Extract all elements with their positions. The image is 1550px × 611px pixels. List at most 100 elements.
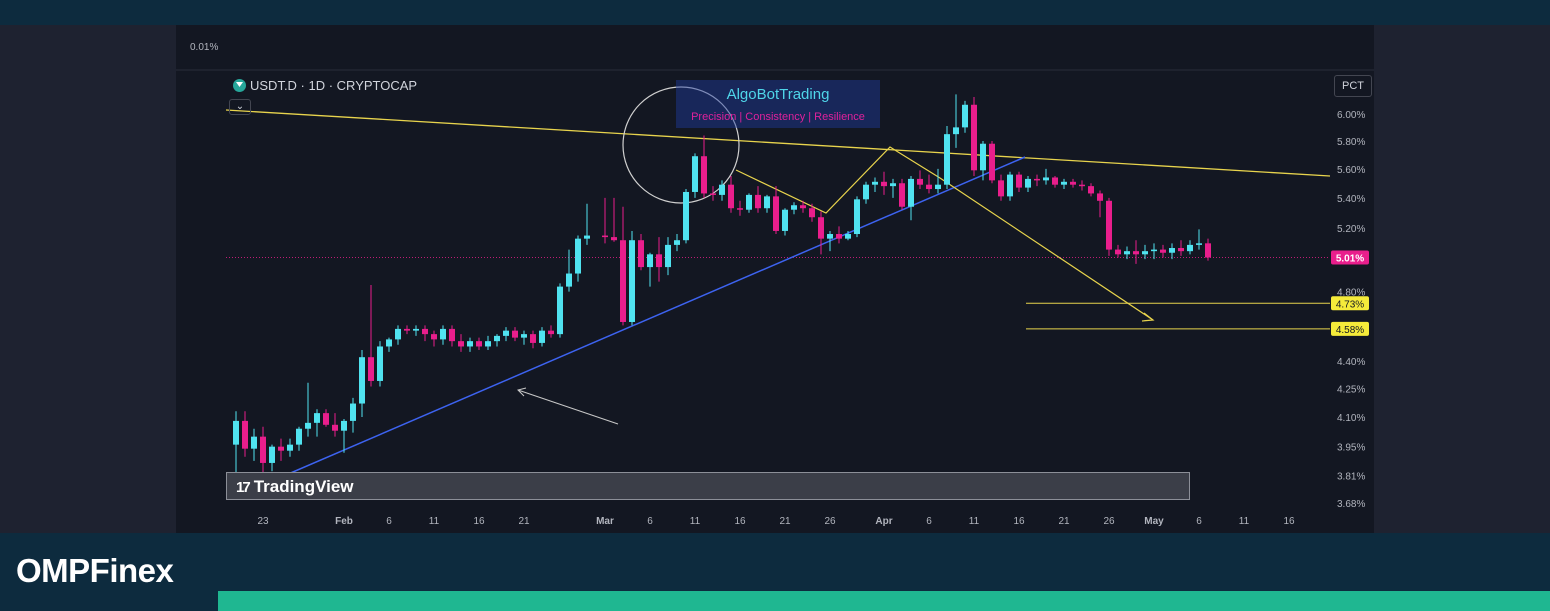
top-left-value: 0.01% bbox=[190, 42, 219, 53]
candle-body bbox=[647, 254, 653, 268]
candle-body bbox=[575, 238, 581, 274]
x-tick-label: 11 bbox=[969, 516, 980, 527]
candle-body bbox=[719, 184, 725, 195]
candle-body bbox=[557, 286, 563, 335]
candle-body bbox=[782, 209, 788, 231]
tradingview-mark-icon: 17 bbox=[236, 478, 251, 496]
candle-body bbox=[710, 193, 716, 195]
symbol-label: USDT.D · 1D · CRYPTOCAP bbox=[250, 78, 418, 93]
candle-body bbox=[683, 191, 689, 241]
y-tick-label: 3.68% bbox=[1337, 499, 1365, 510]
candle-body bbox=[1088, 186, 1094, 194]
candle-body bbox=[467, 341, 473, 347]
chart-panel[interactable] bbox=[176, 25, 1374, 533]
candle-body bbox=[584, 235, 590, 239]
candle-body bbox=[359, 357, 365, 404]
candle-body bbox=[1016, 174, 1022, 188]
candle-body bbox=[755, 194, 761, 209]
candle-body bbox=[1115, 249, 1121, 255]
candle-body bbox=[701, 156, 707, 194]
candle-body bbox=[674, 240, 680, 245]
candle-body bbox=[1079, 184, 1085, 187]
candle-body bbox=[458, 341, 464, 347]
candle-body bbox=[233, 420, 239, 445]
target-level-label: 4.58% bbox=[1336, 325, 1364, 336]
candle-body bbox=[602, 235, 608, 238]
target-level-tag bbox=[1331, 321, 1369, 336]
candle-body bbox=[287, 444, 293, 451]
candle-body bbox=[1187, 244, 1193, 252]
candle-body bbox=[1061, 181, 1067, 185]
tether-icon bbox=[233, 79, 246, 92]
candle-body bbox=[1025, 178, 1031, 188]
candle-body bbox=[746, 194, 752, 210]
y-tick-label: 5.80% bbox=[1337, 137, 1365, 148]
resistance-trendline bbox=[225, 109, 1331, 177]
y-tick-label: 4.25% bbox=[1337, 384, 1365, 395]
chevron-down-icon[interactable]: ⌄ bbox=[229, 99, 251, 115]
candle-body bbox=[1160, 249, 1166, 253]
brand-logo: OMPFinex bbox=[16, 552, 174, 589]
candle-body bbox=[422, 328, 428, 335]
x-tick-label: 11 bbox=[429, 516, 440, 527]
tradingview-logo[interactable]: 17 TradingView bbox=[236, 477, 354, 497]
candle-body bbox=[368, 357, 374, 381]
candle-body bbox=[566, 273, 572, 287]
candle-body bbox=[404, 328, 410, 331]
candle-body bbox=[1169, 248, 1175, 253]
x-tick-label: 6 bbox=[926, 516, 932, 527]
candle-body bbox=[1205, 243, 1211, 258]
candle-body bbox=[638, 240, 644, 268]
annotation-arrow bbox=[517, 389, 619, 425]
candle-body bbox=[476, 341, 482, 347]
y-tick-label: 5.60% bbox=[1337, 165, 1365, 176]
candle-body bbox=[395, 328, 401, 340]
x-tick-label: Apr bbox=[875, 516, 892, 527]
candle-body bbox=[1178, 248, 1184, 252]
candle-body bbox=[980, 143, 986, 171]
candle-body bbox=[296, 428, 302, 445]
candle-body bbox=[485, 341, 491, 347]
x-tick-label: May bbox=[1144, 516, 1164, 527]
x-tick-label: 6 bbox=[647, 516, 653, 527]
x-tick-label: 6 bbox=[386, 516, 392, 527]
target-level-label: 4.73% bbox=[1336, 299, 1364, 310]
current-price-label: 5.01% bbox=[1336, 253, 1364, 264]
x-tick-label: 16 bbox=[734, 516, 746, 527]
symbol-legend[interactable]: USDT.D · 1D · CRYPTOCAP bbox=[233, 78, 417, 93]
candle-body bbox=[926, 184, 932, 190]
x-tick-label: 21 bbox=[518, 516, 530, 527]
scale-button[interactable]: PCT bbox=[1334, 75, 1372, 97]
candle-body bbox=[1196, 243, 1202, 245]
candle-body bbox=[1052, 177, 1058, 185]
candle-body bbox=[953, 127, 959, 135]
candle-body bbox=[764, 196, 770, 209]
candle-body bbox=[611, 237, 617, 241]
x-tick-label: 11 bbox=[1239, 516, 1250, 527]
candle-body bbox=[890, 183, 896, 187]
candle-body bbox=[1133, 251, 1139, 255]
candle-body bbox=[854, 199, 860, 235]
candle-body bbox=[944, 134, 950, 185]
candle-body bbox=[305, 422, 311, 429]
watermark-title: AlgoBotTrading bbox=[726, 86, 830, 103]
candle-body bbox=[962, 104, 968, 128]
candle-body bbox=[377, 346, 383, 381]
y-tick-label: 5.40% bbox=[1337, 194, 1365, 205]
candle-body bbox=[908, 178, 914, 207]
watermark-box: AlgoBotTrading Precision | Consistency |… bbox=[676, 80, 880, 128]
candle-body bbox=[989, 143, 995, 181]
tradingview-bar: 17 TradingView bbox=[226, 472, 1190, 500]
candle-body bbox=[341, 420, 347, 431]
x-tick-label: 26 bbox=[824, 516, 836, 527]
y-tick-label: 4.80% bbox=[1337, 288, 1365, 299]
candle-body bbox=[1007, 174, 1013, 197]
y-tick-label: 3.95% bbox=[1337, 443, 1365, 454]
footer-accent-bar bbox=[218, 591, 1550, 611]
current-price-tag bbox=[1331, 250, 1369, 265]
candle-body bbox=[260, 436, 266, 463]
support-trendline bbox=[257, 156, 1026, 488]
candle-body bbox=[1043, 177, 1049, 181]
candle-body bbox=[692, 156, 698, 192]
